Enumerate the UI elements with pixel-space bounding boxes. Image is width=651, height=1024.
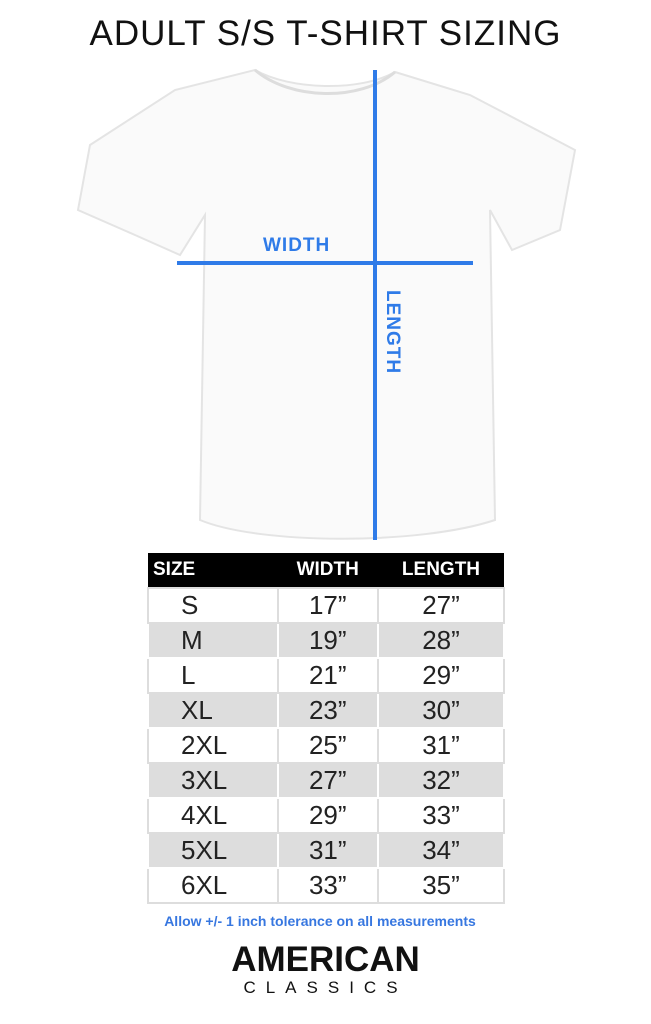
cell-size: 3XL (147, 762, 279, 799)
cell-width: 31” (276, 832, 379, 869)
table-row: 3XL 27” 32” (147, 762, 506, 799)
length-label: LENGTH (382, 290, 403, 375)
table-row: 6XL 33” 35” (147, 867, 506, 904)
header-size: SIZE (148, 553, 278, 588)
table-row: 2XL 25” 31” (147, 727, 506, 764)
cell-size: 2XL (147, 727, 279, 764)
cell-size: 4XL (147, 797, 279, 834)
header-length: LENGTH (377, 553, 504, 588)
cell-length: 27” (376, 587, 506, 624)
table-row: S 17” 27” (147, 587, 506, 624)
header-width: WIDTH (277, 553, 378, 588)
cell-length: 33” (376, 797, 506, 834)
page-title: ADULT S/S T-SHIRT SIZING (89, 14, 562, 53)
cell-size: L (147, 657, 279, 694)
cell-length: 31” (376, 727, 506, 764)
cell-width: 21” (276, 657, 379, 694)
cell-length: 35” (376, 867, 506, 904)
cell-length: 34” (376, 832, 506, 869)
brand-logo-line1: AMERICAN (231, 940, 420, 979)
cell-width: 23” (276, 692, 379, 729)
cell-size: M (147, 622, 279, 659)
cell-width: 25” (276, 727, 379, 764)
table-row: M 19” 28” (147, 622, 506, 659)
cell-width: 33” (276, 867, 379, 904)
cell-width: 19” (276, 622, 379, 659)
tolerance-note: Allow +/- 1 inch tolerance on all measur… (164, 913, 476, 929)
tshirt-diagram (76, 68, 577, 540)
size-table: SIZE WIDTH LENGTH S 17” 27” M 19” 28” L 21” 29” X… (147, 553, 506, 904)
cell-length: 32” (376, 762, 506, 799)
cell-size: S (147, 587, 279, 624)
table-row: XL 23” 30” (147, 692, 506, 729)
cell-length: 28” (376, 622, 506, 659)
cell-width: 17” (276, 587, 379, 624)
cell-size: 5XL (147, 832, 279, 869)
cell-width: 27” (276, 762, 379, 799)
table-row: L 21” 29” (147, 657, 506, 694)
cell-width: 29” (276, 797, 379, 834)
cell-size: XL (147, 692, 279, 729)
table-row: 4XL 29” 33” (147, 797, 506, 834)
cell-size: 6XL (147, 867, 279, 904)
width-label: WIDTH (263, 235, 331, 256)
cell-length: 30” (376, 692, 506, 729)
table-row: 5XL 31” 34” (147, 832, 506, 869)
brand-logo-line2: CLASSICS (243, 978, 408, 997)
tshirt-shape (76, 68, 577, 540)
cell-length: 29” (376, 657, 506, 694)
